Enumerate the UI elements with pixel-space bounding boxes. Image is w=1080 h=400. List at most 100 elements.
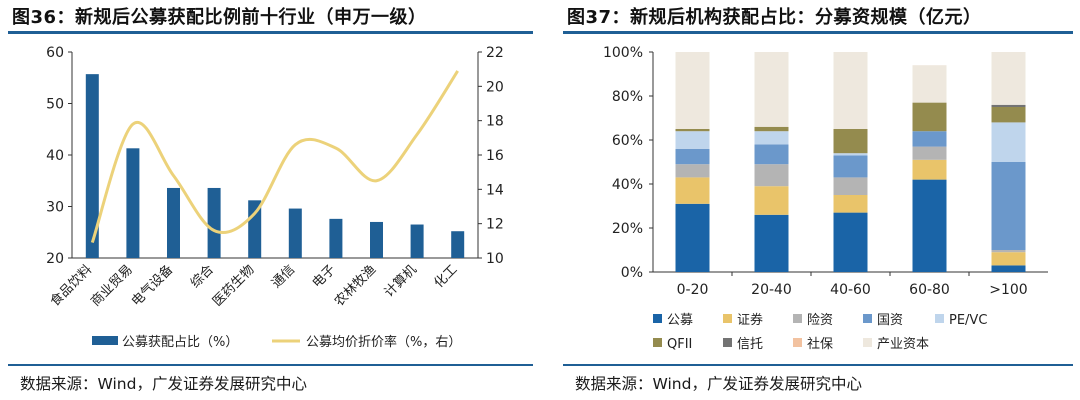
stacked-segment — [675, 177, 710, 204]
legend-label: 社保 — [807, 336, 833, 352]
stacked-segment — [754, 52, 789, 127]
y-tick-label: 100% — [603, 45, 643, 61]
legend-label: 证券 — [737, 312, 763, 328]
y-tick-label: 50 — [46, 97, 64, 113]
stacked-segment — [675, 164, 710, 178]
x-tick-label: 0-20 — [677, 282, 709, 298]
stacked-segment — [991, 252, 1026, 266]
stacked-segment — [754, 214, 789, 272]
legend-swatch — [653, 314, 662, 323]
stacked-segment — [754, 126, 789, 132]
x-tick-label: 计算机 — [382, 262, 420, 300]
stacked-segment — [675, 148, 710, 165]
stacked-segment — [675, 131, 710, 149]
y-tick-label: 80% — [612, 89, 643, 105]
figure-36-title: 图36：新规后公募获配比例前十行业（申万一级） — [12, 7, 427, 28]
legend-swatch-bar — [92, 336, 118, 345]
legend-label: 产业资本 — [877, 337, 929, 352]
stacked-segment — [912, 102, 947, 132]
y-tick-label: 0% — [621, 265, 643, 281]
y2-tick-label: 20 — [486, 79, 504, 95]
bar — [126, 148, 140, 258]
series-line — [90, 70, 459, 244]
legend-label: 公募均价折价率（%，右） — [306, 334, 461, 350]
x-tick-label: 食品饮料 — [47, 262, 95, 310]
legend-label: 公募 — [667, 313, 693, 328]
stacked-segment — [675, 203, 710, 272]
stacked-segment — [833, 52, 868, 129]
x-tick-label: 商业贸易 — [88, 262, 135, 309]
legend-label: 信托 — [737, 337, 763, 352]
stacked-segment — [833, 155, 868, 178]
stacked-segment — [833, 212, 868, 272]
source-rule — [563, 364, 1073, 366]
x-tick-label: 农林牧渔 — [332, 262, 379, 309]
source-rule — [8, 364, 533, 366]
stacked-segment — [833, 195, 868, 213]
x-tick-label: 通信 — [269, 262, 298, 291]
stacked-segment — [833, 153, 868, 156]
stacked-segment — [991, 250, 1026, 253]
y2-tick-label: 10 — [486, 251, 504, 267]
bar — [207, 187, 221, 258]
x-tick-label: 化工 — [432, 262, 461, 291]
y2-tick-label: 12 — [486, 217, 504, 233]
stacked-segment — [912, 179, 947, 272]
left-source-note: 数据来源：Wind，广发证券发展研究中心 — [20, 375, 307, 393]
y2-tick-label: 16 — [486, 148, 504, 164]
y-tick-label: 40 — [46, 148, 64, 164]
bar — [410, 224, 424, 258]
left-chart-panel: 图36：新规后公募获配比例前十行业（申万一级） 20 30 40 50 60 10 12 14… — [8, 7, 533, 393]
y2-tick-label: 18 — [486, 114, 504, 130]
bar — [85, 74, 99, 258]
stacked-segment — [754, 131, 789, 145]
figure-37-title: 图37：新规后机构获配占比：分募资规模（亿元） — [567, 7, 982, 28]
x-tick-label: 电气设备 — [128, 262, 176, 310]
legend-swatch — [723, 314, 732, 323]
bar — [451, 231, 465, 258]
stacked-segment — [991, 107, 1026, 123]
x-tick-label: 综合 — [188, 262, 217, 291]
legend-swatch — [863, 338, 872, 347]
stacked-segment — [991, 52, 1026, 105]
stacked-segment — [754, 144, 789, 165]
legend-swatch — [653, 338, 662, 347]
title-rule — [563, 31, 1073, 34]
stacked-segment — [754, 164, 789, 187]
legend-label: PE/VC — [949, 313, 987, 328]
legend-label: 国资 — [877, 313, 903, 328]
y-tick-label: 20 — [46, 251, 64, 267]
stacked-segment — [912, 159, 947, 180]
right-source-note: 数据来源：Wind，广发证券发展研究中心 — [575, 375, 862, 393]
stacked-segment — [675, 129, 710, 132]
stacked-segment — [991, 122, 1026, 162]
y2-tick-label: 14 — [486, 182, 504, 198]
bar — [370, 221, 383, 258]
bar — [288, 208, 302, 258]
y-tick-label: 20% — [612, 221, 643, 237]
legend-swatch — [793, 338, 802, 347]
legend-label: 险资 — [807, 313, 833, 328]
title-rule — [8, 31, 533, 34]
legend-label: QFII — [667, 337, 692, 352]
x-tick-label: 60-80 — [909, 282, 950, 298]
stacked-segment — [912, 131, 947, 147]
stacked-segment — [912, 146, 947, 160]
stacked-segment — [912, 65, 947, 103]
y-tick-label: 60% — [612, 133, 643, 149]
right-chart-panel: 图37：新规后机构获配占比：分募资规模（亿元） 0% 20% 40% 60% 80% 10… — [555, 0, 1080, 400]
stacked-segment — [833, 129, 868, 154]
y-tick-label: 40% — [612, 177, 643, 193]
legend-swatch — [935, 314, 944, 323]
stacked-segment — [754, 186, 789, 215]
stacked-segment — [991, 162, 1026, 250]
legend-swatch — [863, 314, 872, 323]
x-tick-label: 20-40 — [751, 282, 792, 298]
bar — [329, 218, 343, 258]
stacked-segment — [991, 104, 1026, 107]
x-tick-label: >100 — [989, 282, 1027, 298]
stacked-segment — [675, 52, 710, 129]
legend-swatch — [723, 338, 732, 347]
x-tick-label: 电子 — [310, 262, 339, 291]
